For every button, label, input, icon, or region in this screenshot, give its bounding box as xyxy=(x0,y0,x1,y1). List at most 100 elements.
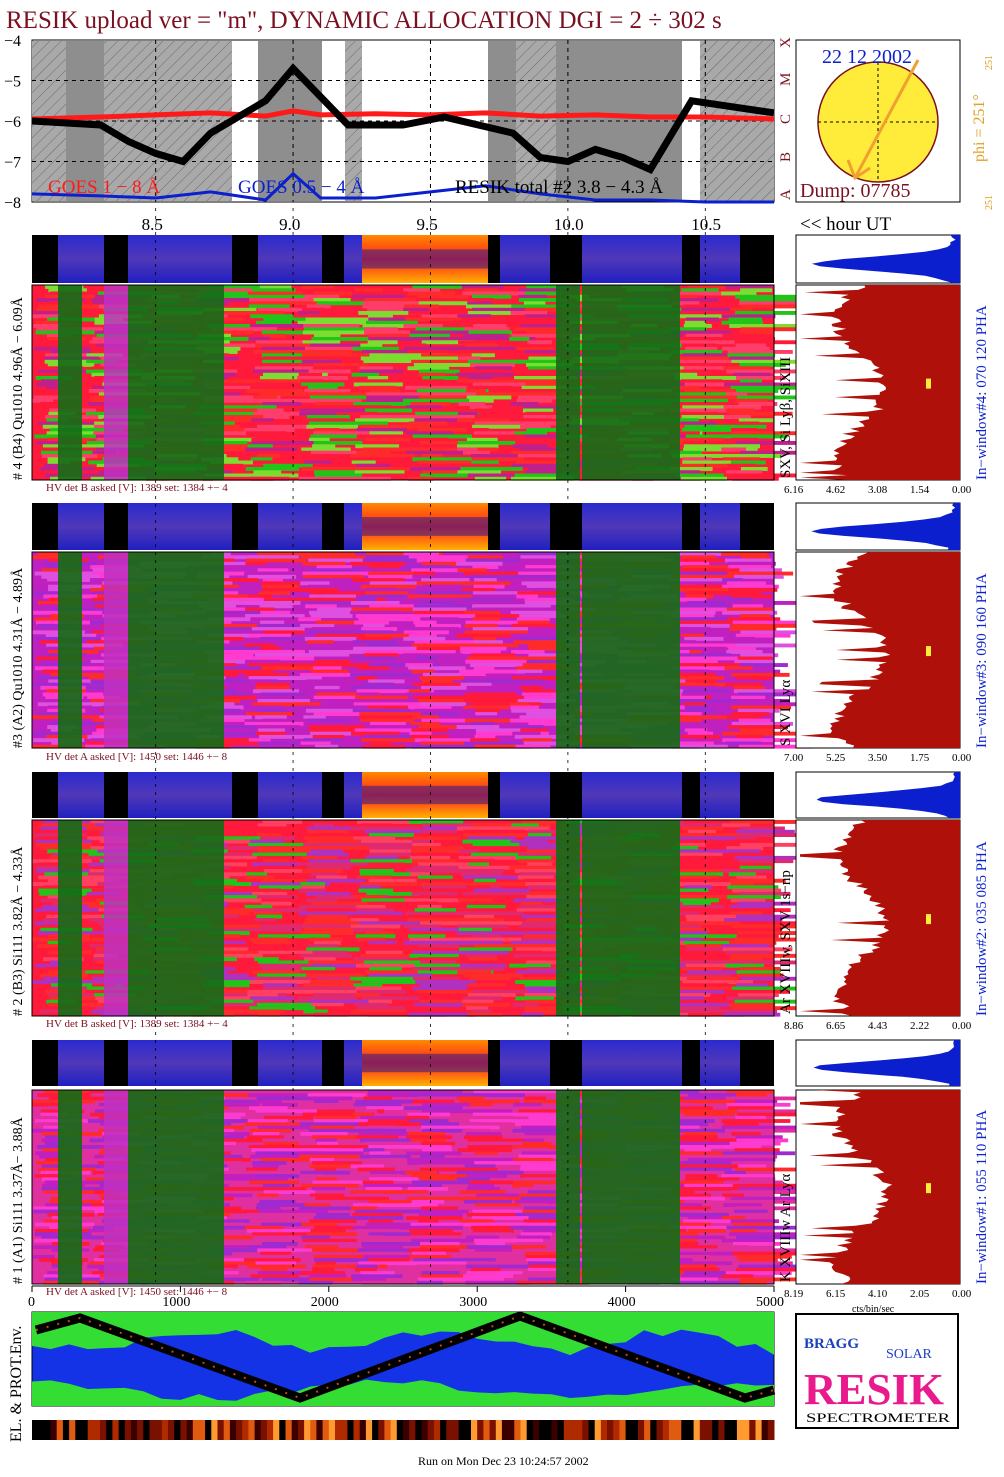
legend-goes-long: GOES 1 − 8 Å xyxy=(48,177,160,198)
legend-goes-short: GOES 0.5 − 4 Å xyxy=(238,177,365,198)
line-label: K XVIIIw Ar Lyα xyxy=(778,1174,794,1282)
hist-tick: 0.00 xyxy=(952,1020,972,1032)
hist-tick: 6.65 xyxy=(826,1020,846,1032)
panel-window-4: # 4 (B4) Qu1010 4.96Å − 6.09Å HV det B as… xyxy=(10,234,990,496)
goes-y-tick: −8 xyxy=(4,195,21,212)
goes-panel: −4 −5 −6 −7 −8 X M C B A GOES 1 − 8 Å GOES 0.5 −… xyxy=(4,33,794,212)
line-label: SXV, Si Lyβ, SiXIII xyxy=(778,357,794,478)
goes-short-line xyxy=(31,171,774,204)
legend-resik-total: RESIK total #2 3.8 − 4.3 Å xyxy=(455,177,663,198)
figure-title: RESIK upload ver = "m", DYNAMIC ALLOCATI… xyxy=(6,7,722,34)
hist-tick: 4.62 xyxy=(826,484,845,496)
bin-tick: 1000 xyxy=(162,1295,190,1310)
flare-class-letter: X xyxy=(778,37,794,48)
panel-title: # 1 (A1) Si111 3.37Å− 3.88Å xyxy=(10,1116,26,1284)
hv-readout: HV det B asked [V]: 1389 set: 1384 +− 4 xyxy=(46,1018,228,1030)
phi-small-bottom: 251 xyxy=(984,195,995,210)
hist-tick: 6.16 xyxy=(784,484,804,496)
phi-small-top: 251 xyxy=(984,55,995,70)
sun-panel: 22 12 2002 Dump: 07785 phi = 251° 251 25… xyxy=(795,39,995,210)
hist-tick: 8.86 xyxy=(784,1020,804,1032)
observation-band xyxy=(488,41,516,201)
bin-tick: 5000 xyxy=(756,1295,784,1310)
footer-run-time: Run on Mon Dec 23 10:24:57 2002 xyxy=(418,1454,589,1468)
panel-window-1: # 1 (A1) Si111 3.37Å− 3.88Å HV det A aske… xyxy=(10,1039,990,1300)
hist-tick: 0.00 xyxy=(952,484,972,496)
bin-tick: 4000 xyxy=(608,1295,636,1310)
goes-y-tick: −6 xyxy=(4,114,21,131)
hist-tick: 4.10 xyxy=(868,1288,888,1300)
sun-date: 22 12 2002 xyxy=(822,46,912,68)
window-label: In−window#2: 035 085 PHA xyxy=(974,841,990,1016)
hour-axis-label: << hour UT xyxy=(800,214,891,235)
flare-class-letter: A xyxy=(778,189,794,200)
bin-tick: 2000 xyxy=(311,1295,339,1310)
goes-y-ticks: −4 −5 −6 −7 −8 xyxy=(4,33,21,212)
hist-tick: 2.22 xyxy=(910,1020,929,1032)
hist-tick: 1.54 xyxy=(910,484,930,496)
dump-number: Dump: 07785 xyxy=(800,180,911,202)
window-marker xyxy=(926,378,931,389)
pha-histogram xyxy=(811,235,960,283)
hist-tick: 2.05 xyxy=(910,1288,930,1300)
phi-direction-arrow xyxy=(853,59,920,179)
panel-title: # 4 (B4) Qu1010 4.96Å − 6.09Å xyxy=(10,296,26,480)
env-color-strip xyxy=(32,1420,775,1440)
spectral-panels: # 4 (B4) Qu1010 4.96Å − 6.09Å HV det B as… xyxy=(10,234,990,1300)
hist-tick: 8.19 xyxy=(784,1288,804,1300)
phi-label: phi = 251° xyxy=(971,94,988,162)
hour-tick: 9.5 xyxy=(416,215,437,234)
count-histogram xyxy=(800,552,960,748)
logo-bragg: BRAGG xyxy=(804,1336,859,1352)
hist-tick: 4.43 xyxy=(868,1020,888,1032)
goes-y-tick: −5 xyxy=(4,74,21,91)
flare-class-letter: M xyxy=(778,73,794,86)
environment-panel: EL. & PROT.Env. xyxy=(8,1311,776,1442)
hist-tick: 1.75 xyxy=(910,752,930,764)
resik-logo: BRAGG RESIK SOLAR SPECTROMETER xyxy=(795,1313,959,1429)
hour-axis: 8.5 9.0 9.5 10.0 10.5 << hour UT xyxy=(142,214,892,235)
panel-window-3: #3 (A2) Qu1010 4.31Å − 4.89Å HV det A ask… xyxy=(10,502,990,764)
line-label: Ar XVIIIw, SXV 1s−np xyxy=(778,870,794,1014)
window-label: In−window#3: 090 160 PHA xyxy=(974,573,990,748)
goes-long-line xyxy=(31,108,775,122)
bin-tick: 0 xyxy=(28,1295,35,1310)
hv-readout: HV det A asked [V]: 1450 set: 1446 +− 8 xyxy=(46,1286,228,1298)
bin-tick: 3000 xyxy=(459,1295,487,1310)
window-marker xyxy=(926,646,931,657)
hour-tick: 10.0 xyxy=(554,215,584,234)
hour-tick: 10.5 xyxy=(691,215,721,234)
hist-x-label: cts/bin/sec xyxy=(852,1304,895,1315)
resik-total-line xyxy=(31,63,775,175)
line-label: S XVI Lyα xyxy=(778,680,794,746)
window-marker xyxy=(926,914,931,925)
hist-tick: 7.00 xyxy=(784,752,804,764)
hist-tick: 5.25 xyxy=(826,752,846,764)
flare-class-letter: B xyxy=(778,152,794,162)
hour-tick: 9.0 xyxy=(279,215,300,234)
hist-tick: 3.08 xyxy=(868,484,888,496)
logo-word: RESIK xyxy=(804,1365,944,1414)
hv-readout: HV det A asked [V]: 1450 set: 1446 +− 8 xyxy=(46,751,228,763)
pha-histogram xyxy=(813,1040,960,1086)
window-label: In−window#4: 070 120 PHA xyxy=(974,305,990,480)
hist-tick: 0.00 xyxy=(952,1288,972,1300)
count-histogram xyxy=(800,285,960,480)
window-label: In−window#1: 055 110 PHA xyxy=(974,1110,990,1284)
goes-series xyxy=(31,63,775,204)
logo-spectrometer: SPECTROMETER xyxy=(806,1410,950,1425)
flare-class-letter: C xyxy=(778,114,794,124)
panel-title: # 2 (B3) Si111 3.82Å − 4.33Å xyxy=(10,846,26,1016)
bin-axis: 0 1000 2000 3000 4000 5000 xyxy=(28,1285,784,1310)
hist-tick: 6.15 xyxy=(826,1288,846,1300)
count-histogram xyxy=(800,820,960,1016)
hv-readout: HV det B asked [V]: 1389 set: 1384 +− 4 xyxy=(46,482,228,494)
hist-tick: 3.50 xyxy=(868,752,888,764)
window-marker xyxy=(926,1183,931,1194)
goes-grid xyxy=(32,40,774,202)
env-label: EL. & PROT.Env. xyxy=(8,1326,25,1442)
hist-tick: 0.00 xyxy=(952,752,972,764)
hour-tick: 8.5 xyxy=(142,215,163,234)
count-histogram xyxy=(800,1090,960,1284)
